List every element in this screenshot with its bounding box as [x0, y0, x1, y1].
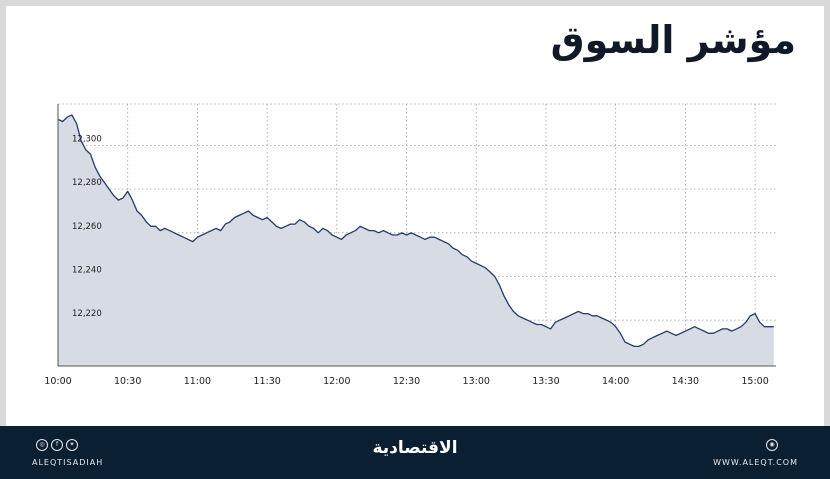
instagram-icon[interactable]: ◎ — [36, 439, 48, 451]
footer-bar: ◎ f ✦ ALEQTISADIAH الاقتصادية ◉ WWW.ALEQ… — [0, 426, 830, 479]
globe-icon: ◉ — [766, 439, 778, 451]
axes: 10:00 10:30 11:00 11:30 12:00 12:30 13:00 13:30… — [44, 104, 776, 387]
x-tick-label: 14:30 — [672, 376, 699, 387]
x-tick-label: 13:00 — [463, 376, 490, 387]
series-area — [58, 114, 774, 367]
x-tick-label: 15:00 — [741, 376, 768, 387]
y-tick-label: 12,260 — [72, 222, 102, 232]
brand-logo: الاقتصادية — [372, 438, 458, 458]
x-tick-label: 12:00 — [323, 376, 350, 387]
social-handle[interactable]: ALEQTISADIAH — [32, 458, 104, 467]
x-tick-label: 11:30 — [253, 376, 280, 387]
x-tick-label: 11:00 — [184, 376, 211, 387]
y-tick-label: 12,280 — [72, 178, 102, 188]
web-icons: ◉ — [766, 439, 778, 451]
social-icons: ◎ f ✦ — [36, 439, 78, 451]
market-index-chart: 10:00 10:30 11:00 11:30 12:00 12:30 13:00 13:30… — [44, 103, 776, 387]
page-title: مؤشر السوق — [550, 18, 796, 62]
y-tick-label: 12,240 — [72, 265, 102, 275]
series-layer — [57, 114, 774, 367]
y-tick-label: 12,220 — [72, 309, 102, 319]
x-tick-label: 10:00 — [44, 376, 71, 387]
x-tick-label: 13:30 — [532, 376, 559, 387]
twitter-icon[interactable]: ✦ — [66, 439, 78, 451]
website-url[interactable]: WWW.ALEQT.COM — [713, 458, 798, 467]
x-tick-label: 10:30 — [114, 376, 141, 387]
x-tick-label: 12:30 — [393, 376, 420, 387]
series-line — [57, 114, 774, 348]
y-tick-label: 12,300 — [72, 134, 102, 144]
facebook-icon[interactable]: f — [51, 439, 63, 451]
x-tick-label: 14:00 — [602, 376, 629, 387]
